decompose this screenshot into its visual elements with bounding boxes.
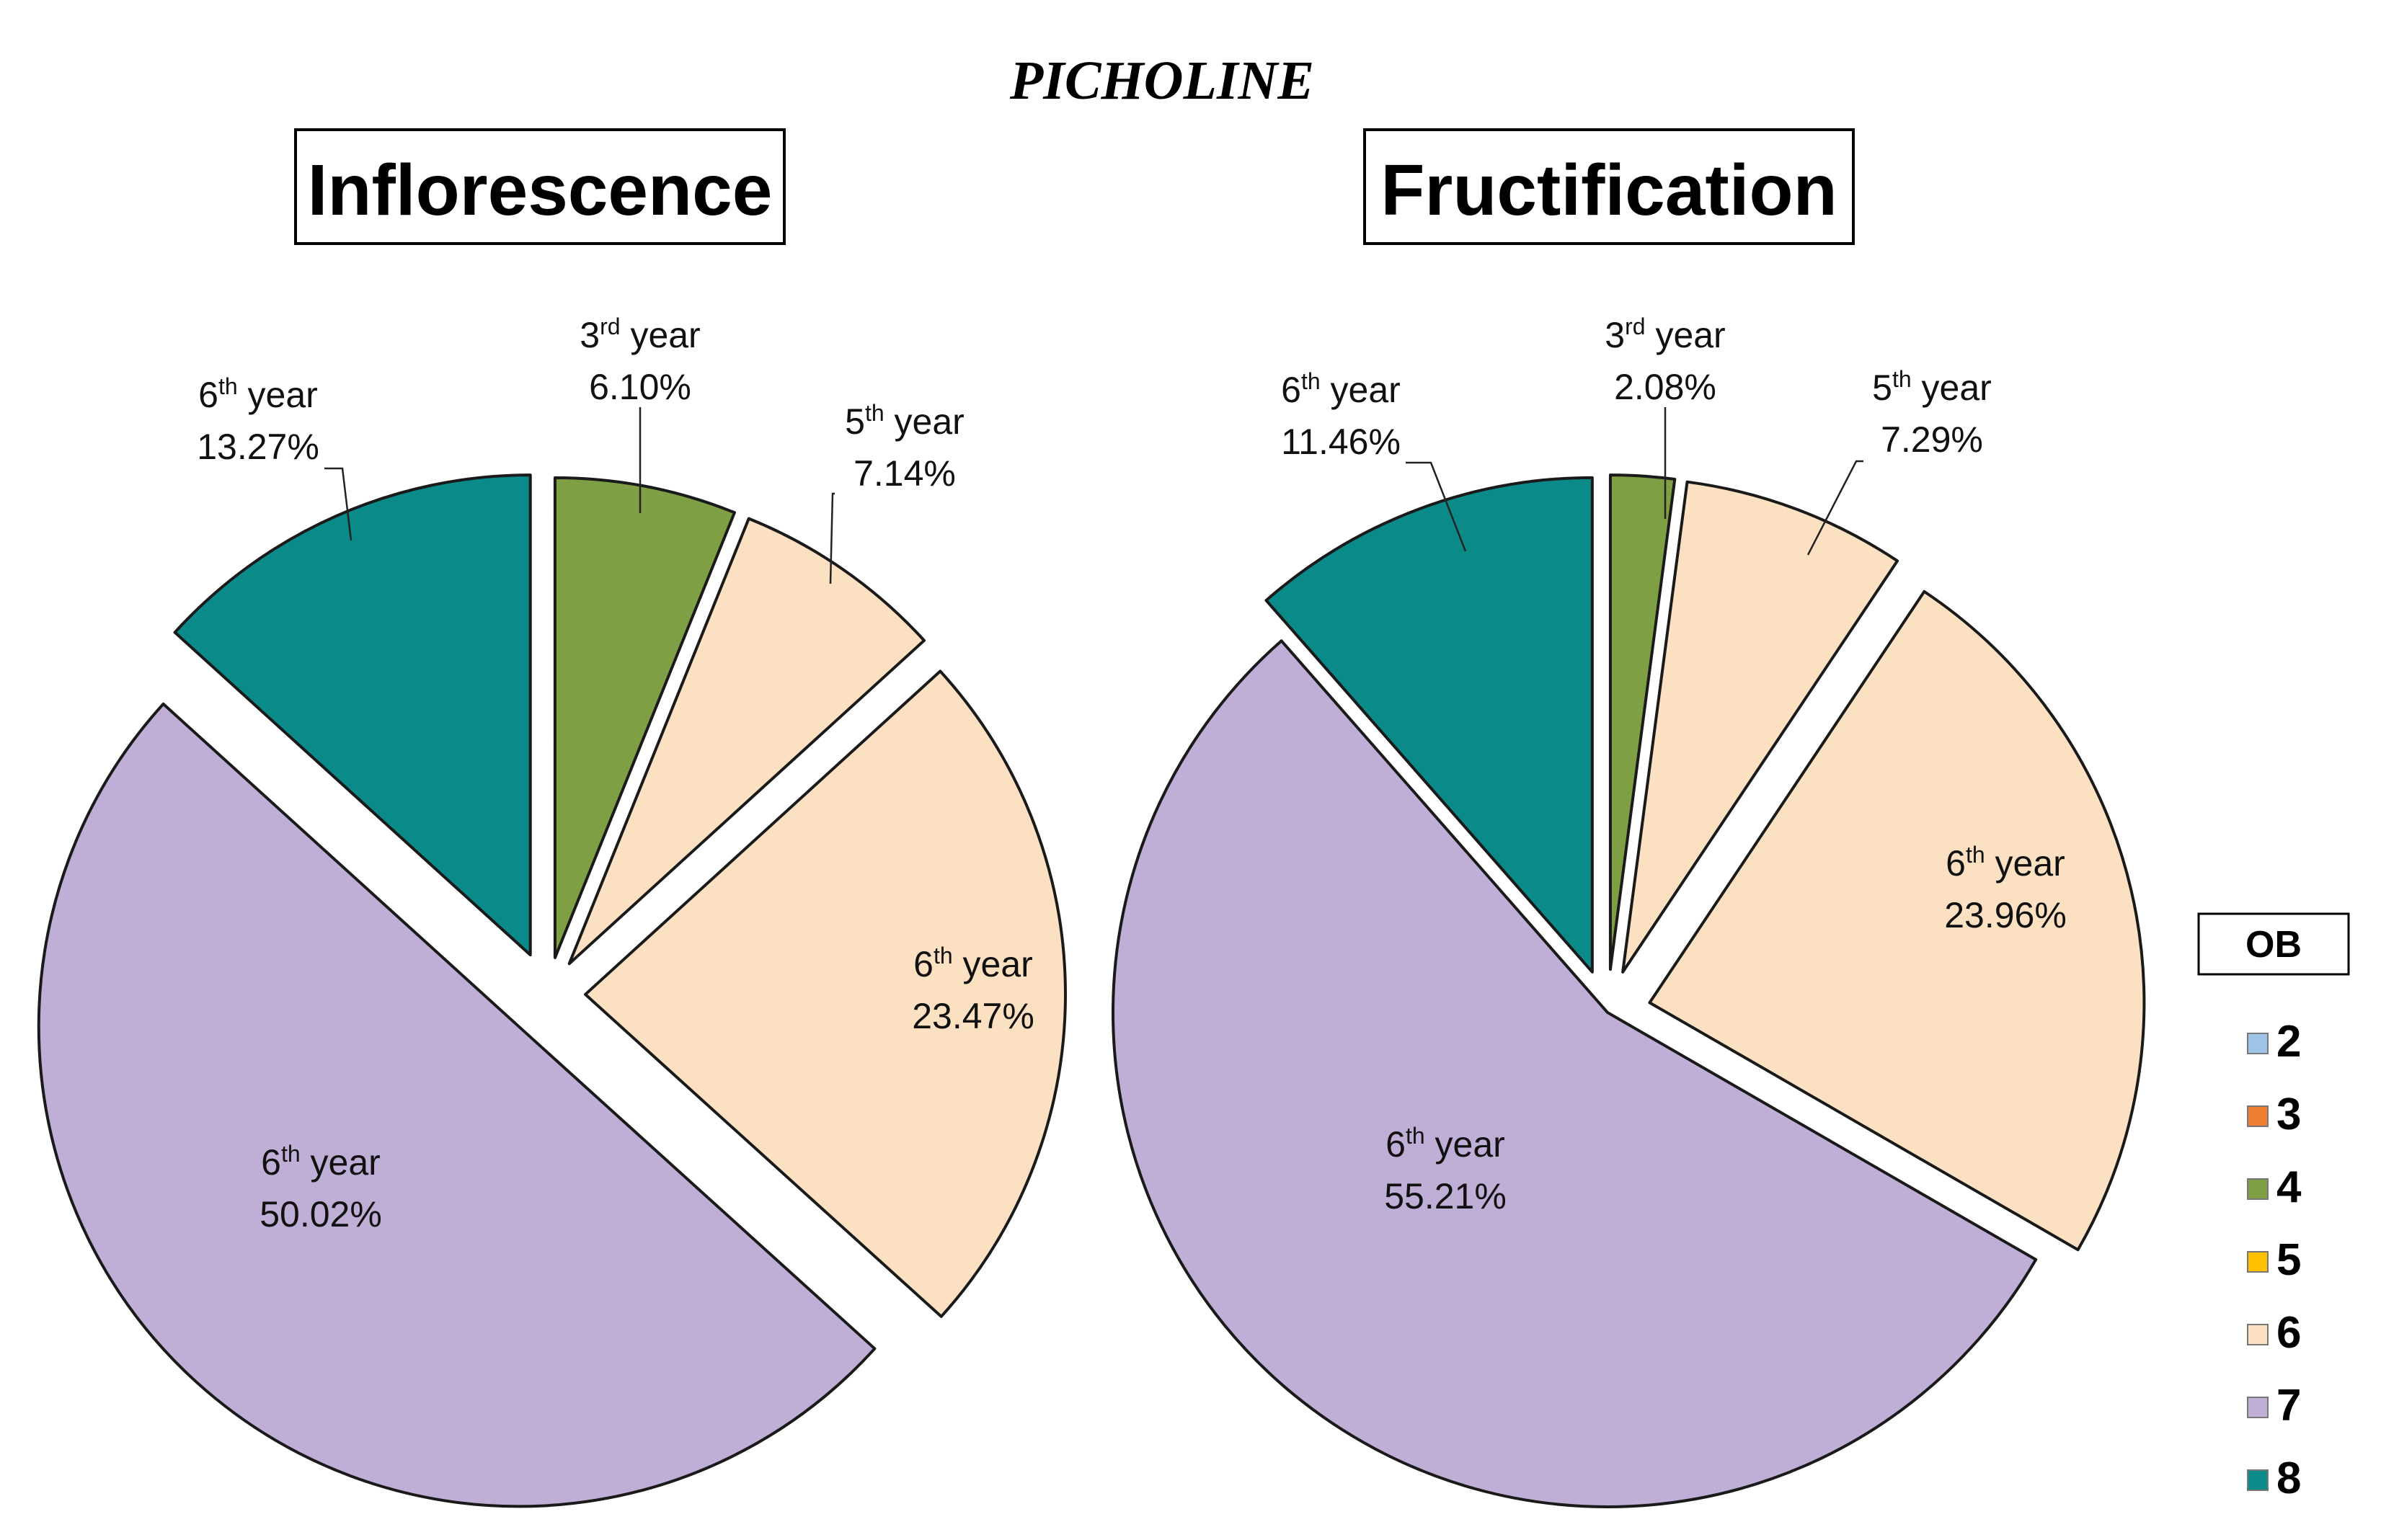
pie-slice-ob6 <box>1648 589 2146 1252</box>
pie-slice-ob6 <box>1621 480 1899 974</box>
figure-title: PICHOLINE <box>1009 50 1314 111</box>
year-ordinal: 6 <box>913 944 934 984</box>
year-word: year <box>1912 368 1992 408</box>
slice-year-label: 3rd year <box>580 313 700 355</box>
slice-value-label: 7.14% <box>853 453 956 494</box>
year-word: year <box>301 1142 381 1183</box>
slice-year-label: 5th year <box>1872 366 1992 408</box>
legend-swatch-ob8 <box>2247 1469 2269 1491</box>
year-word: year <box>953 944 1033 984</box>
legend-label-ob7: 7 <box>2276 1381 2301 1430</box>
slice-year-label: 6th year <box>1385 1123 1505 1165</box>
pie-slice-ob7 <box>37 702 877 1509</box>
year-ordinal-suffix: rd <box>1625 313 1645 339</box>
slice-year-label: 6th year <box>1946 842 2065 884</box>
year-ordinal-suffix: th <box>1966 842 1985 868</box>
year-ordinal-suffix: th <box>1406 1123 1425 1149</box>
year-ordinal: 6 <box>198 375 218 415</box>
year-ordinal: 6 <box>1946 843 1966 884</box>
slice-value-label: 13.27% <box>197 427 319 467</box>
year-ordinal-suffix: th <box>281 1141 301 1167</box>
year-ordinal: 6 <box>1385 1124 1406 1165</box>
slice-year-label: 3rd year <box>1605 313 1725 355</box>
slice-year-label: 5th year <box>845 400 965 442</box>
year-word: year <box>621 315 701 355</box>
year-ordinal: 5 <box>1872 368 1892 408</box>
year-word: year <box>884 401 965 442</box>
slice-value-label: 6.10% <box>589 367 691 407</box>
year-ordinal-suffix: rd <box>600 313 620 339</box>
legend-label-ob6: 6 <box>2276 1308 2301 1358</box>
slice-value-label: 7.29% <box>1881 419 1983 460</box>
year-word: year <box>238 375 318 415</box>
year-ordinal: 6 <box>1281 370 1301 410</box>
year-ordinal: 6 <box>261 1142 281 1183</box>
legend-swatch-ob2 <box>2247 1033 2269 1054</box>
legend-swatch-ob6 <box>2247 1324 2269 1345</box>
legend-label-ob2: 2 <box>2276 1017 2301 1067</box>
legend-swatch-ob5 <box>2247 1251 2269 1273</box>
pie-slice-ob8 <box>1264 476 1594 974</box>
fructification-title-box <box>1363 128 1855 245</box>
year-ordinal: 5 <box>845 401 865 442</box>
year-ordinal-suffix: th <box>218 373 238 399</box>
legend-label-ob4: 4 <box>2276 1162 2302 1212</box>
legend-swatch-ob7 <box>2247 1397 2269 1418</box>
year-word: year <box>1321 370 1401 410</box>
slice-year-label: 6th year <box>261 1141 381 1183</box>
pie-slice-ob4 <box>1608 473 1677 971</box>
label-leader-line <box>1406 461 1467 552</box>
slice-value-label: 2.08% <box>1614 367 1716 407</box>
slice-year-label: 6th year <box>198 373 318 415</box>
year-ordinal: 3 <box>580 315 600 355</box>
year-ordinal-suffix: th <box>1301 368 1321 394</box>
legend-label-ob3: 3 <box>2276 1090 2301 1139</box>
label-leader-line <box>1806 460 1863 556</box>
label-leader-line <box>324 467 353 541</box>
slice-value-label: 55.21% <box>1384 1176 1507 1216</box>
year-ordinal-suffix: th <box>934 943 953 969</box>
pie-slice-ob8 <box>173 473 532 957</box>
label-leader-line <box>829 492 835 584</box>
year-ordinal-suffix: th <box>865 400 884 426</box>
legend-swatch-ob4 <box>2247 1178 2269 1200</box>
slice-value-label: 11.46% <box>1281 422 1401 462</box>
pie-slice-ob4 <box>553 476 736 959</box>
year-word: year <box>1985 843 2065 884</box>
year-ordinal-suffix: th <box>1892 366 1912 392</box>
legend: OB 2 3 4 5 6 7 8 <box>2197 912 2350 1503</box>
year-word: year <box>1646 315 1726 355</box>
legend-label-ob8: 8 <box>2276 1454 2301 1503</box>
slice-value-label: 50.02% <box>260 1194 382 1234</box>
inflorescence-title-box <box>294 128 786 245</box>
year-ordinal: 3 <box>1605 315 1625 355</box>
legend-label-ob5: 5 <box>2276 1235 2301 1285</box>
legend-title: OB <box>2245 924 2302 966</box>
inflorescence-title: Inflorescence <box>308 150 773 231</box>
year-word: year <box>1425 1124 1505 1165</box>
fructification-title: Fructification <box>1380 150 1837 231</box>
pie-slice-ob6 <box>567 517 926 966</box>
legend-title-box <box>2197 912 2350 976</box>
legend-swatch-ob3 <box>2247 1105 2269 1127</box>
pie-slice-ob7 <box>1112 639 2038 1508</box>
pie-slice-ob6 <box>584 669 1068 1318</box>
slice-year-label: 6th year <box>913 943 1033 984</box>
slice-year-label: 6th year <box>1281 368 1401 410</box>
slice-value-label: 23.47% <box>912 996 1034 1036</box>
slice-value-label: 23.96% <box>1944 895 2067 935</box>
